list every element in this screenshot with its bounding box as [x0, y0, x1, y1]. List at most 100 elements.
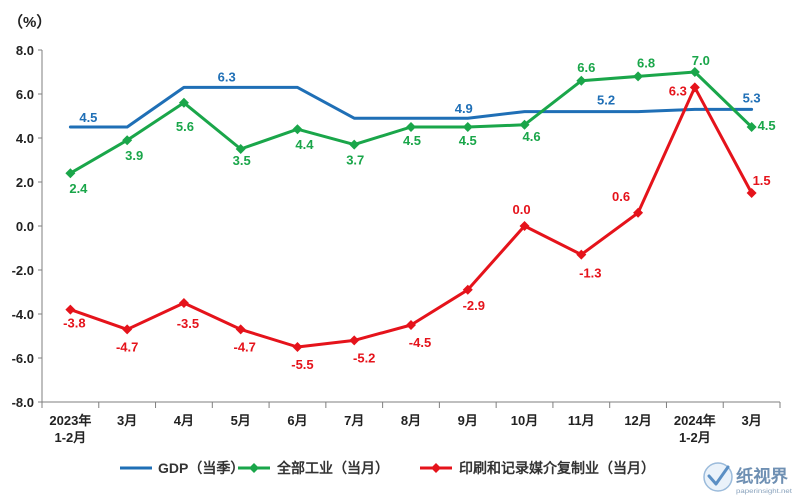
legend: GDP（当季） 全部工业（当月） 印刷和记录媒介复制业（当月） — [120, 460, 655, 476]
printing-data-label: 6.3 — [669, 83, 687, 98]
industry-data-label: 6.8 — [637, 55, 655, 70]
industry-data-label: 3.7 — [346, 153, 364, 168]
printing-point — [519, 221, 530, 231]
industry-point — [65, 168, 76, 179]
printing-data-label: -3.8 — [63, 316, 85, 331]
printing-data-label: 0.0 — [512, 202, 530, 217]
watermark-name: 纸视界 — [736, 466, 788, 486]
x-tick-label: 4月 — [174, 413, 194, 428]
printing-point — [65, 304, 76, 315]
industry-point — [292, 124, 303, 135]
legend-label-printing: 印刷和记录媒介复制业（当月） — [459, 460, 655, 476]
industry-data-label: 4.4 — [295, 137, 314, 152]
watermark-url: paperinsight.net — [736, 488, 792, 495]
gdp-data-label: 6.3 — [218, 69, 236, 84]
printing-point — [633, 207, 644, 218]
industry-data-label: 4.6 — [522, 129, 540, 144]
y-tick-label: -8.0 — [12, 395, 34, 410]
industry-data-label: 3.5 — [233, 153, 251, 168]
legend-item-industry: 全部工业（当月） — [238, 460, 389, 476]
y-tick-label: -2.0 — [12, 263, 34, 278]
gdp-data-label: 5.2 — [597, 93, 615, 108]
printing-point — [122, 324, 133, 335]
gdp-data-label: 4.9 — [455, 101, 473, 116]
x-tick-label-line: 6月 — [287, 413, 307, 428]
watermark-logo: 纸视界 paperinsight.net — [703, 462, 792, 495]
x-tick-label: 7月 — [344, 413, 364, 428]
industry-point — [122, 135, 133, 146]
x-tick-label-line: 2023年 — [49, 413, 91, 428]
x-tick-label-line: 10月 — [511, 413, 538, 428]
industry-point — [462, 122, 473, 132]
legend-label-industry: 全部工业（当月） — [276, 460, 389, 476]
x-tick-label: 6月 — [287, 413, 307, 428]
printing-data-label: 0.6 — [612, 189, 630, 204]
industry-data-label: 3.9 — [125, 148, 143, 163]
printing-data-label: -3.5 — [177, 316, 199, 331]
industry-data-label: 4.5 — [758, 118, 776, 133]
x-tick-label: 2023年 1-2月 — [49, 413, 91, 445]
printing-data-label: -4.5 — [409, 335, 431, 350]
x-tick-label-line: 8月 — [401, 413, 421, 428]
industry-point — [576, 75, 587, 86]
x-tick-label: 12月 — [624, 413, 651, 428]
printing-data-label: -5.5 — [291, 357, 313, 372]
x-tick-label: 3月 — [117, 413, 137, 428]
printing-point — [292, 342, 303, 352]
industry-data-label: 6.6 — [577, 60, 595, 75]
industry-point — [519, 119, 530, 130]
printing-point — [462, 284, 473, 295]
legend-item-printing: 印刷和记录媒介复制业（当月） — [420, 460, 655, 476]
gdp-data-label: 4.5 — [79, 110, 97, 125]
y-axis-unit-label: （%） — [8, 13, 51, 31]
industry-point — [633, 71, 644, 82]
printing-data-label: -2.9 — [463, 298, 485, 313]
x-tick-label-line: 1-2月 — [679, 430, 711, 445]
industry-point — [349, 139, 360, 150]
industry-data-label: 4.5 — [403, 133, 421, 148]
industry-data-label: 5.6 — [176, 119, 194, 134]
data-labels-layer: 4.5 6.3 4.9 5.2 5.3 2.4 3.9 5.6 3.5 4.4 3.7 4.5 4.5 4… — [63, 53, 775, 372]
x-tick-label-line: 5月 — [231, 413, 251, 428]
y-tick-label: 6.0 — [16, 87, 34, 102]
x-tick-label-line: 7月 — [344, 413, 364, 428]
industry-point — [235, 144, 246, 154]
legend-marker-industry — [249, 463, 259, 473]
industry-data-label: 4.5 — [459, 133, 477, 148]
y-tick-label: 4.0 — [16, 131, 34, 146]
x-tick-label-line: 11月 — [568, 413, 595, 428]
x-tick-label-line: 3月 — [741, 413, 761, 428]
industry-point — [746, 122, 757, 132]
industry-point — [178, 97, 189, 108]
printing-data-label: -1.3 — [579, 266, 601, 281]
x-tick-label: 2024年 1-2月 — [674, 413, 716, 445]
y-tick-label: -4.0 — [12, 307, 34, 322]
printing-data-label: -4.7 — [116, 339, 138, 354]
x-tick-label: 9月 — [458, 413, 478, 428]
printing-data-label: -5.2 — [353, 350, 375, 365]
printing-point — [689, 82, 700, 93]
printing-point — [746, 188, 757, 198]
legend-label-gdp: GDP（当季） — [158, 460, 244, 476]
x-tick-label-line: 1-2月 — [54, 430, 86, 445]
industry-data-label: 2.4 — [69, 181, 88, 196]
industry-point — [689, 67, 700, 77]
legend-marker-printing — [431, 463, 441, 473]
x-tick-label: 11月 — [568, 413, 595, 428]
x-tick-label-line: 12月 — [624, 413, 651, 428]
axes: 8.0 6.0 4.0 2.0 0.0 -2.0 -4.0 -6.0 -8.0 2023年 1-2月… — [12, 43, 781, 445]
gdp-line — [68, 85, 754, 129]
y-tick-label: -6.0 — [12, 351, 34, 366]
printing-point — [235, 324, 246, 335]
printing-point — [349, 335, 360, 346]
x-tick-label-line: 3月 — [117, 413, 137, 428]
industry-data-label: 7.0 — [692, 53, 710, 68]
printing-data-label: 1.5 — [753, 173, 771, 188]
x-tick-label-line: 4月 — [174, 413, 194, 428]
y-tick-label: 2.0 — [16, 175, 34, 190]
printing-point — [406, 320, 416, 330]
check-circle-icon — [703, 462, 733, 492]
printing-data-label: -4.7 — [233, 339, 255, 354]
